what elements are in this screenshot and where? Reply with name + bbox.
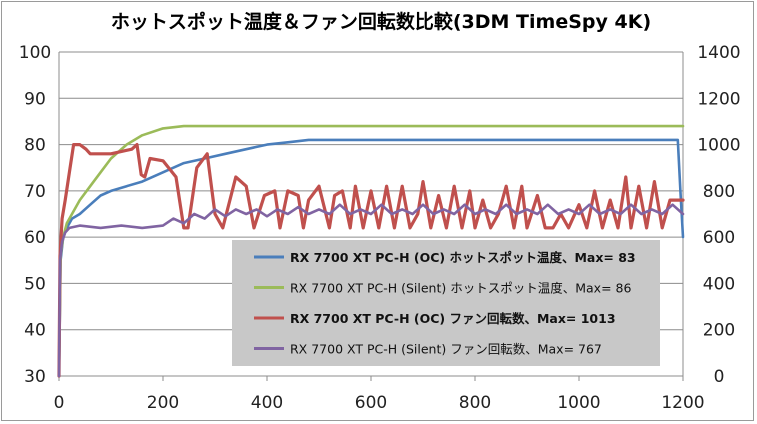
x-tick-label: 0 — [54, 393, 65, 413]
axes: 3040506070809010002004006008001000120014… — [19, 43, 741, 413]
legend-label-3: RX 7700 XT PC-H (OC) ファン回転数、Max= 1013 — [290, 311, 616, 326]
y-left-tick-label: 100 — [19, 43, 51, 63]
legend-label-4: RX 7700 XT PC-H (Silent) ファン回転数、Max= 767 — [290, 342, 602, 357]
y-right-tick-label: 400 — [703, 274, 735, 294]
y-right-tick-label: 600 — [703, 228, 735, 248]
x-tick-label: 1200 — [661, 393, 704, 413]
y-left-tick-label: 90 — [24, 89, 46, 109]
y-left-tick-label: 50 — [24, 274, 46, 294]
y-right-tick-label: 0 — [714, 367, 725, 387]
x-tick-label: 400 — [251, 393, 283, 413]
y-right-tick-label: 1000 — [697, 136, 740, 156]
legend-label-1: RX 7700 XT PC-H (OC) ホットスポット温度、Max= 83 — [290, 250, 636, 265]
y-left-tick-label: 80 — [24, 136, 46, 156]
series-line-4 — [57, 203, 685, 378]
chart-title: ホットスポット温度＆ファン回転数比較(3DM TimeSpy 4K) — [111, 10, 651, 33]
series-lines — [57, 124, 685, 378]
x-tick-label: 800 — [459, 393, 491, 413]
y-left-tick-label: 40 — [24, 321, 46, 341]
y-right-tick-label: 1200 — [697, 89, 740, 109]
legend-box — [232, 240, 660, 366]
y-left-tick-label: 30 — [24, 367, 46, 387]
series-line-1 — [57, 138, 685, 378]
legend: RX 7700 XT PC-H (OC) ホットスポット温度、Max= 83 RX… — [232, 240, 660, 366]
series-line-2 — [57, 124, 685, 378]
y-right-tick-label: 1400 — [697, 43, 740, 63]
y-right-tick-label: 200 — [703, 321, 735, 341]
x-tick-label: 200 — [147, 393, 179, 413]
y-left-tick-label: 70 — [24, 182, 46, 202]
x-tick-label: 600 — [355, 393, 387, 413]
legend-label-2: RX 7700 XT PC-H (Silent) ホットスポット温度、Max= … — [290, 281, 631, 296]
y-right-tick-label: 800 — [703, 182, 735, 202]
y-left-tick-label: 60 — [24, 228, 46, 248]
x-tick-label: 1000 — [557, 393, 600, 413]
